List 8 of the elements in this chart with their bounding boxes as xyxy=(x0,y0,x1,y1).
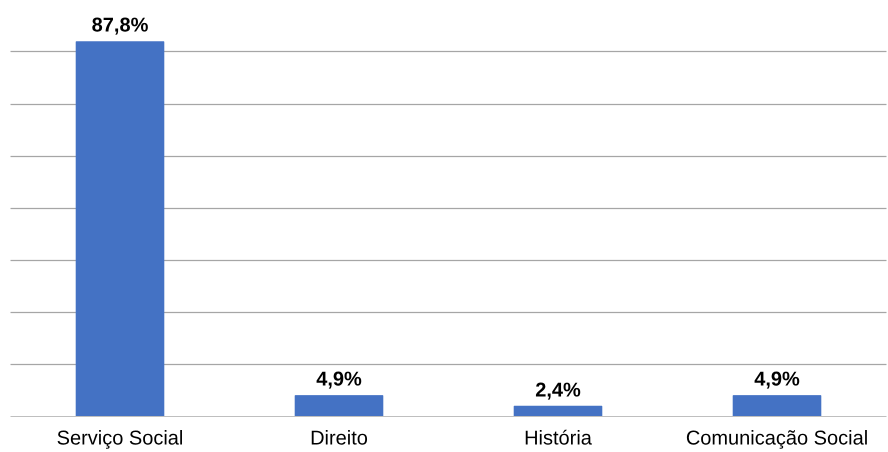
x-tick-label: Serviço Social xyxy=(56,428,184,450)
x-tick-label: História xyxy=(524,428,593,450)
data-label: 4,9% xyxy=(316,368,362,391)
data-label: 4,9% xyxy=(754,368,800,391)
x-tick-label: Comunicação Social xyxy=(686,428,868,450)
data-label: 87,8% xyxy=(92,14,149,37)
x-tick-label: Direito xyxy=(310,428,368,450)
data-label: 2,4% xyxy=(535,379,582,402)
